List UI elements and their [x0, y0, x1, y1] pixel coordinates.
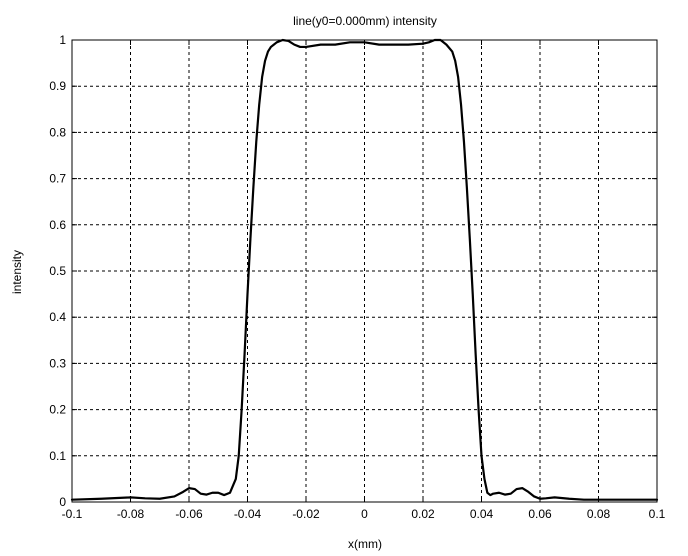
x-tick-label: -0.1	[62, 507, 83, 521]
x-tick-label: 0.06	[528, 507, 552, 521]
x-tick-label: -0.06	[175, 507, 203, 521]
x-tick-label: 0.08	[587, 507, 611, 521]
y-tick-label: 0.2	[49, 403, 66, 417]
y-tick-label: 0.3	[49, 356, 66, 370]
y-tick-label: 0.4	[49, 310, 66, 324]
grid-lines	[72, 40, 657, 502]
y-axis-title: intensity	[10, 250, 24, 294]
tick-marks	[71, 39, 658, 503]
y-tick-label: 0.5	[49, 264, 66, 278]
x-tick-label: 0.02	[411, 507, 435, 521]
x-axis-title: x(mm)	[348, 537, 382, 551]
y-tick-label: 0.8	[49, 125, 66, 139]
y-tick-label: 0.1	[49, 449, 66, 463]
x-tick-label: -0.08	[117, 507, 145, 521]
x-tick-labels: -0.1 -0.08 -0.06 -0.04 -0.02 0 0.02 0.04 0.06 0.0…	[62, 507, 666, 521]
y-tick-labels: 0 0.1 0.2 0.3 0.4 0.5 0.6 0.7 0.8 0.9 1	[49, 33, 66, 509]
x-tick-label: 0.04	[470, 507, 494, 521]
y-tick-label: 0.6	[49, 218, 66, 232]
x-tick-label: 0	[361, 507, 368, 521]
y-tick-label: 0.7	[49, 172, 66, 186]
y-tick-label: 0.9	[49, 79, 66, 93]
x-tick-label: 0.1	[649, 507, 666, 521]
chart-title: line(y0=0.000mm) intensity	[293, 14, 437, 28]
y-tick-label: 1	[59, 33, 66, 47]
y-tick-label: 0	[59, 495, 66, 509]
x-tick-label: -0.04	[234, 507, 262, 521]
x-tick-label: -0.02	[292, 507, 320, 521]
